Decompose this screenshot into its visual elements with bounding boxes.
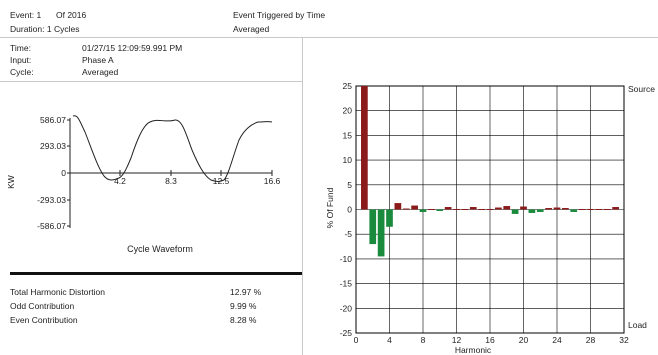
odd-contribution-label: Odd Contribution — [10, 301, 75, 311]
harmonic-bar — [428, 209, 435, 211]
waveform-ytick: 293.03 — [40, 141, 66, 151]
panel-divider — [302, 37, 303, 355]
harmonic-bar — [469, 207, 477, 210]
summary-divider — [10, 272, 302, 275]
waveform-xtick: 16.6 — [264, 176, 281, 186]
harmonic-bar — [444, 207, 452, 210]
cycle-value: Averaged — [82, 67, 119, 77]
harmonic-bar — [536, 209, 544, 212]
harmonic-bar — [503, 206, 511, 210]
harmonic-ytick: -5 — [344, 229, 352, 239]
harmonic-bar — [578, 209, 586, 211]
harmonic-bar — [402, 208, 410, 210]
waveform-ytick: 0 — [61, 168, 66, 178]
event-of: Of 2016 — [56, 10, 87, 20]
harmonic-bar — [453, 209, 460, 211]
waveform-ylabel: KW — [6, 175, 16, 189]
harmonic-bar — [587, 209, 594, 211]
header-divider — [0, 37, 658, 38]
duration-label: Duration: 1 Cycles — [10, 24, 80, 34]
harmonic-bar — [386, 209, 393, 227]
harmonic-ytick: -20 — [340, 303, 353, 313]
harmonic-bar — [461, 209, 469, 211]
load-label: Load — [628, 320, 647, 330]
harmonic-ytick: 5 — [347, 180, 352, 190]
harmonic-bar — [612, 207, 619, 210]
waveform-xtick: 8.3 — [165, 176, 177, 186]
trigger-mode: Averaged — [233, 24, 270, 34]
thd-label: Total Harmonic Distortion — [10, 287, 105, 297]
source-label: Source — [628, 84, 655, 94]
waveform-ytick: 586.07 — [40, 115, 66, 125]
harmonic-bar — [478, 209, 485, 211]
event-label: Event: 1 — [10, 10, 42, 20]
harmonic-bar — [394, 203, 402, 210]
harmonic-bar — [361, 86, 368, 210]
thd-value: 12.97 % — [230, 287, 262, 297]
waveform-ytick: -293.03 — [37, 195, 66, 205]
trigger-label: Event Triggered by Time — [233, 10, 326, 20]
harmonic-xtick: 32 — [619, 335, 629, 345]
time-label: Time: — [10, 43, 31, 53]
harmonic-ytick: -15 — [340, 279, 353, 289]
harmonic-ytick: 15 — [343, 130, 353, 140]
harmonic-bar — [377, 209, 385, 257]
harmonic-xtick: 28 — [586, 335, 596, 345]
harmonic-xtick: 4 — [387, 335, 392, 345]
harmonic-bar — [369, 209, 377, 245]
waveform-ytick: -586.07 — [37, 221, 66, 231]
harmonic-ytick: 20 — [343, 106, 353, 116]
harmonic-bar — [570, 209, 578, 212]
harmonic-ytick: 25 — [343, 81, 353, 91]
info-divider — [0, 81, 302, 82]
waveform-xtick: 4.2 — [114, 176, 126, 186]
harmonic-ytick: -25 — [340, 328, 353, 338]
harmonic-xlabel: Harmonic — [455, 345, 492, 355]
harmonic-ytick: 0 — [347, 205, 352, 215]
harmonic-bar — [411, 205, 418, 210]
harmonic-xtick: 24 — [552, 335, 562, 345]
even-contribution-label: Even Contribution — [10, 315, 78, 325]
harmonic-bar — [520, 206, 527, 210]
harmonic-bar — [511, 209, 519, 214]
harmonic-xtick: 12 — [452, 335, 462, 345]
odd-contribution-value: 9.99 % — [230, 301, 257, 311]
harmonic-bar — [436, 209, 444, 211]
harmonic-xtick: 16 — [485, 335, 495, 345]
time-value: 01/27/15 12:09:59.991 PM — [82, 43, 183, 53]
harmonic-bar — [495, 207, 502, 210]
harmonic-bar — [595, 209, 603, 211]
harmonic-bar — [486, 209, 494, 211]
waveform-line — [72, 115, 273, 182]
input-label: Input: — [10, 55, 32, 65]
harmonic-xtick: 0 — [354, 335, 359, 345]
cycle-waveform-chart: KW 586.07 293.03 0 -293.03 -586.07 4.2 8… — [6, 115, 281, 254]
harmonic-ytick: 10 — [343, 155, 353, 165]
harmonic-bar — [603, 209, 611, 211]
cycle-label: Cycle: — [10, 67, 34, 77]
harmonic-ylabel: % Of Fund — [325, 187, 335, 228]
harmonic-bar — [419, 209, 427, 212]
harmonic-bar — [528, 209, 536, 213]
harmonic-bar — [553, 207, 561, 210]
input-value: Phase A — [82, 55, 114, 65]
harmonic-ytick: -10 — [340, 254, 353, 264]
waveform-title: Cycle Waveform — [127, 244, 193, 254]
even-contribution-value: 8.28 % — [230, 315, 257, 325]
harmonic-bar — [545, 208, 552, 210]
harmonic-bar — [562, 208, 569, 210]
harmonic-xtick: 20 — [519, 335, 529, 345]
harmonic-xtick: 8 — [421, 335, 426, 345]
